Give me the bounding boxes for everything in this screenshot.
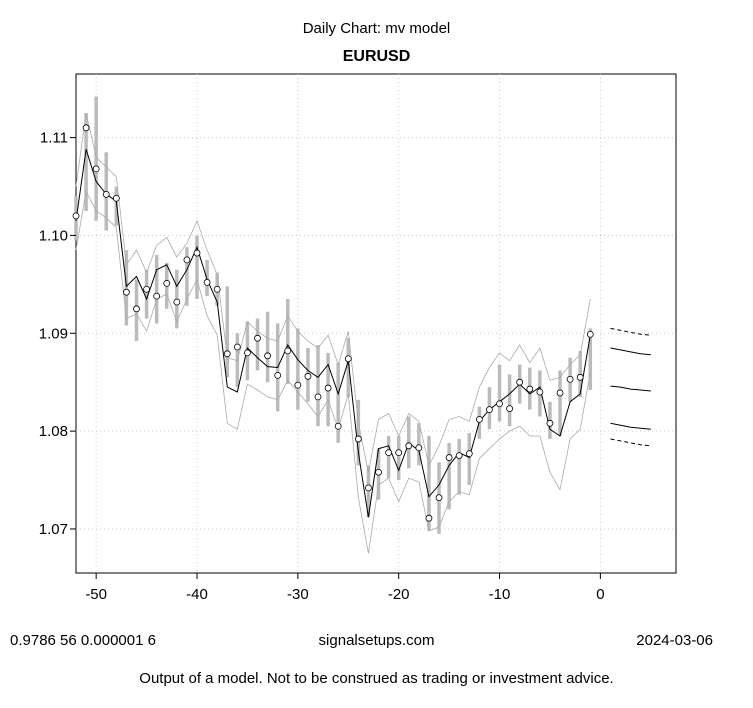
x-axis: -50 -40 -30 -20 -10 0 [85,573,605,603]
close-point [334,422,342,430]
close-point [143,285,150,293]
y-tick-label: 1.09 [39,325,68,342]
close-point [496,400,503,408]
close-point [546,419,554,427]
close-point [475,415,483,423]
range-bars [74,96,593,534]
model-line-group [75,149,591,518]
close-point [586,330,594,338]
close-point [556,389,564,397]
x-tick-label: -10 [489,586,511,603]
close-point [92,165,100,173]
close-point [112,194,120,202]
y-tick-label: 1.11 [40,130,68,147]
x-tick-label: -40 [186,586,208,603]
close-point [193,249,201,257]
close-point [173,298,181,306]
close-point [354,435,362,443]
close-point [385,449,393,457]
y-tick-label: 1.07 [39,521,68,538]
close-point [153,292,161,300]
close-point [415,444,423,452]
close-point [375,468,382,476]
y-axis: 1.07 1.08 1.09 1.10 1.11 [39,130,76,538]
close-point [576,373,584,381]
site-name: signalsetups.com [318,632,435,649]
disclaimer: Output of a model. Not to be construed a… [139,670,614,687]
close-point [223,350,231,358]
close-point [82,124,90,132]
model-line [75,149,591,518]
close-point [465,450,473,458]
chart-subtitle: Daily Chart: mv model [302,20,451,37]
close-point [486,406,493,414]
close-points [72,124,594,522]
y-tick-label: 1.10 [39,227,68,244]
close-point [445,454,453,461]
close-point [506,405,514,413]
close-point [566,375,574,383]
close-point [425,514,433,522]
chart-date: 2024-03-06 [636,632,713,649]
close-point [516,378,524,386]
close-point [344,355,352,363]
model-params: 0.9786 56 0.000001 6 [10,632,156,649]
close-point [123,288,130,296]
close-point [294,381,302,389]
close-point [163,279,171,287]
close-point [536,388,544,396]
close-point [314,393,322,401]
projection-lines [610,327,651,447]
close-point [264,352,271,360]
close-point [233,343,241,351]
close-point [102,190,110,198]
close-point [203,279,211,286]
projection-center [610,385,651,392]
x-tick-label: -50 [85,586,107,603]
close-point [395,449,403,457]
close-point [284,347,292,355]
x-tick-label: -20 [388,586,410,603]
close-point [244,349,251,357]
y-tick-label: 1.08 [39,423,68,440]
close-point [133,305,140,313]
lower-band-line [75,190,591,554]
close-point [324,384,332,392]
x-tick-label: 0 [596,586,604,603]
close-point [526,385,534,393]
chart-title: EURUSD [342,48,411,65]
close-point [455,452,463,459]
close-point [405,442,413,450]
close-point [274,371,282,379]
projection-upper_inner [610,347,651,356]
close-point [254,334,261,342]
close-point [304,372,312,380]
plot-frame [75,73,677,574]
close-point [365,484,372,492]
projection-lower_inner [610,422,651,430]
bands [75,113,591,554]
projection-lower_outer [610,438,651,447]
close-point [213,285,221,293]
x-tick-label: -30 [287,586,309,603]
projection-upper_outer [610,327,651,336]
upper-band-line [75,113,591,473]
close-point [435,494,443,502]
close-point [72,212,80,220]
close-point [183,256,191,264]
